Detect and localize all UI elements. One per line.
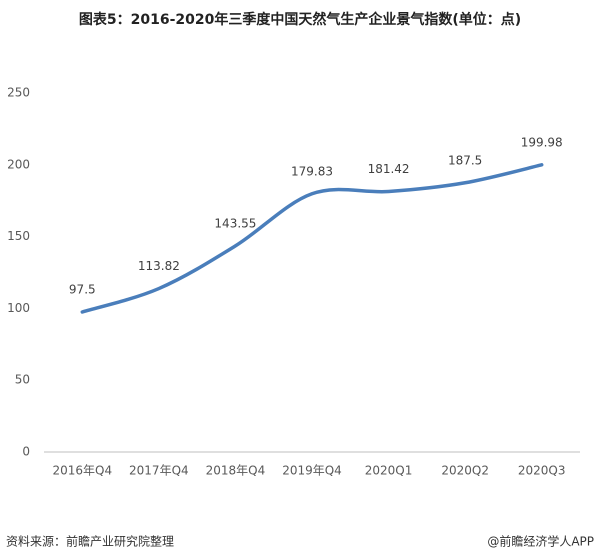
- y-tick-label: 0: [22, 445, 30, 459]
- y-tick-label: 200: [7, 157, 30, 171]
- x-tick-label: 2020Q2: [441, 464, 489, 478]
- x-tick-label: 2020Q3: [518, 464, 566, 478]
- data-label: 113.82: [138, 259, 180, 273]
- x-tick-label: 2016年Q4: [52, 464, 112, 478]
- source: 资料来源：前瞻产业研究院整理: [6, 534, 174, 549]
- y-tick-label: 50: [15, 373, 30, 387]
- x-tick-label: 2019年Q4: [282, 464, 342, 478]
- line: [80, 163, 544, 314]
- data-label: 143.55: [214, 216, 256, 230]
- chart-title: 图表5：2016-2020年三季度中国天然气生产企业景气指数(单位：点): [79, 11, 521, 28]
- x-tick-label: 2017年Q4: [129, 464, 189, 478]
- x-tick-label: 2018年Q4: [206, 464, 266, 478]
- data-label: 97.5: [69, 282, 96, 296]
- credit: @前瞻经济学人APP: [487, 534, 594, 549]
- data-label: 181.42: [368, 162, 410, 176]
- data-label: 179.83: [291, 164, 333, 178]
- x-tick-label: 2020Q1: [365, 464, 413, 478]
- y-tick-label: 150: [7, 229, 30, 243]
- data-label: 187.5: [448, 153, 482, 167]
- data-label: 199.98: [521, 135, 563, 149]
- y-tick-label: 100: [7, 301, 30, 315]
- y-tick-label: 250: [7, 86, 30, 100]
